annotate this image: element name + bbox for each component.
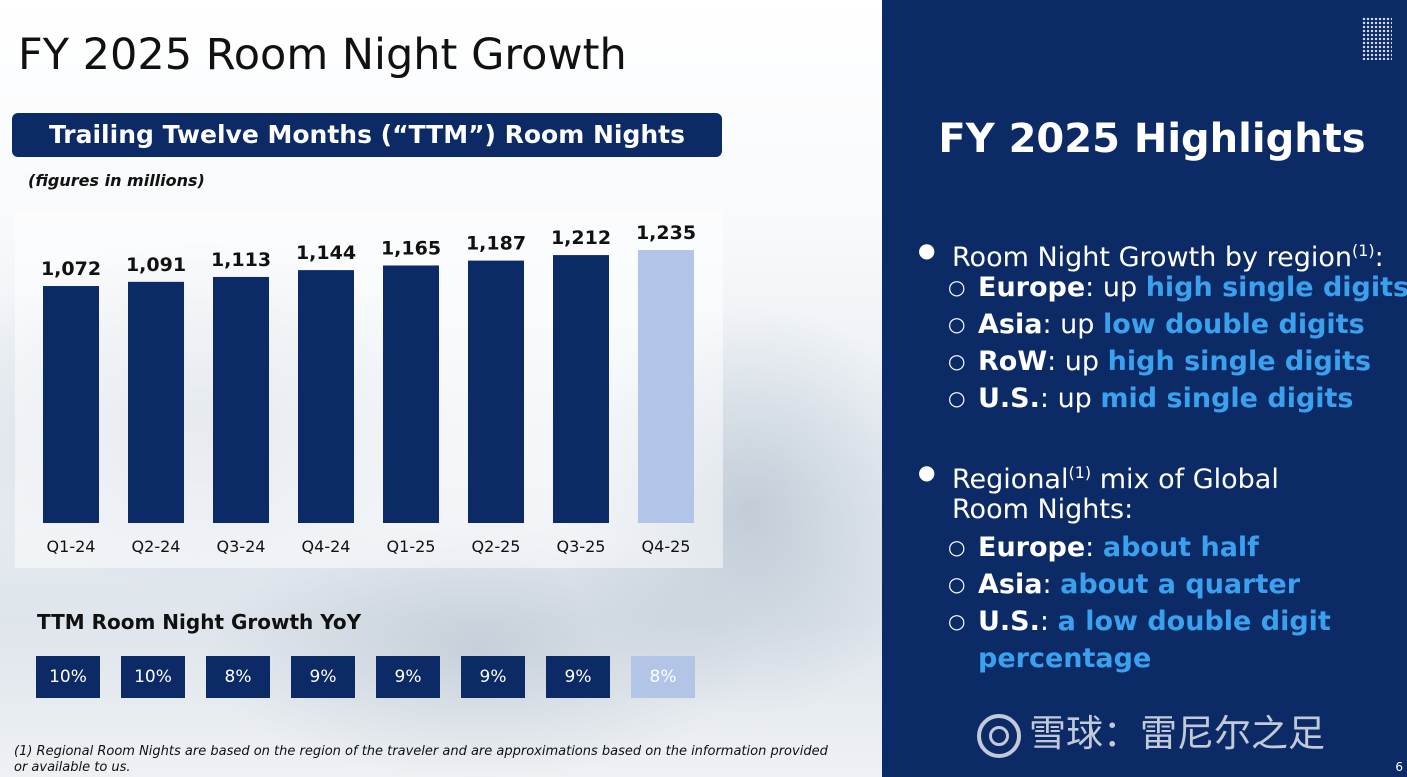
region-value: low double digits — [1102, 309, 1365, 340]
item-separator: : up — [1085, 272, 1146, 303]
sub-bullet-icon: ○ — [948, 349, 966, 373]
x-tick-label: Q3-24 — [217, 537, 266, 556]
sub-bullet-icon: ○ — [948, 275, 966, 299]
x-tick-label: Q4-24 — [302, 537, 351, 556]
bar-value-label: 1,165 — [381, 237, 441, 259]
left-panel: FY 2025 Room Night Growth Trailing Twelv… — [0, 0, 882, 777]
x-tick-label: Q4-25 — [642, 537, 691, 556]
highlights-panel: FY 2025 Highlights ● Room Night Growth b… — [882, 0, 1407, 777]
yoy-growth-box: 8% — [631, 656, 695, 698]
region-name: Europe — [978, 272, 1086, 303]
region-name: Asia — [978, 569, 1043, 600]
yoy-growth-box: 9% — [546, 656, 610, 698]
bar-value-label: 1,113 — [211, 249, 271, 271]
region-value: about half — [1102, 532, 1259, 563]
bar-value-label: 1,187 — [466, 233, 526, 255]
highlights-title: FY 2025 Highlights — [938, 116, 1366, 162]
item-separator: : — [1042, 569, 1061, 600]
ttm-room-nights-bar-chart: 1,072 Q1-24 1,091 Q2-24 1,113 Q3-24 1,144 Q4-24… — [41, 222, 696, 556]
item-separator: : up — [1039, 383, 1101, 414]
bullet-icon: ● — [918, 238, 936, 262]
bar-q3-24 — [213, 276, 269, 523]
x-tick-label: Q1-25 — [387, 537, 436, 556]
bar-value-label: 1,144 — [296, 242, 356, 264]
region-name: Asia — [978, 309, 1043, 340]
dot-grid-icon — [1362, 17, 1392, 60]
page-number: 6 — [1395, 760, 1403, 774]
sub-bullet-icon: ○ — [948, 312, 966, 336]
sub-bullet-icon: ○ — [948, 572, 966, 596]
yoy-growth-box: 9% — [461, 656, 525, 698]
item-separator: : — [1085, 532, 1103, 563]
footnote-ref: (1) — [1068, 463, 1092, 482]
yoy-growth-box: 9% — [376, 656, 440, 698]
bar-q4-24 — [298, 270, 354, 523]
x-tick-label: Q2-25 — [472, 537, 521, 556]
bullet-icon: ● — [918, 460, 936, 484]
snowball-logo-icon — [977, 713, 1021, 758]
region-value: high single digits — [1107, 346, 1372, 377]
region-name: U.S. — [978, 606, 1040, 637]
yoy-growth-title: TTM Room Night Growth YoY — [37, 610, 362, 634]
yoy-growth-box: 8% — [206, 656, 270, 698]
bar-q1-25 — [383, 265, 439, 523]
bar-q2-24 — [128, 281, 184, 523]
region-value: high single digits — [1145, 272, 1407, 303]
sub-bullet-icon: ○ — [948, 535, 966, 559]
region-name: RoW — [978, 346, 1048, 377]
x-tick-label: Q2-24 — [132, 537, 181, 556]
chart-title-banner: Trailing Twelve Months (“TTM”) Room Nigh… — [12, 113, 722, 157]
bar-q4-25 — [638, 250, 694, 523]
bullet-text: Regional — [952, 464, 1069, 495]
region-value: a low double digit — [1057, 606, 1331, 637]
chart-units-note: (figures in millions) — [28, 171, 205, 190]
region-name: U.S. — [978, 383, 1040, 414]
item-separator: : up — [1042, 309, 1103, 340]
sub-bullet-icon: ○ — [948, 609, 966, 633]
yoy-growth-box: 10% — [121, 656, 185, 698]
region-value: mid single digits — [1100, 383, 1354, 414]
bar-q2-25 — [468, 260, 524, 523]
yoy-growth-box: 10% — [36, 656, 100, 698]
bullet-text: Room Night Growth by region — [952, 242, 1352, 273]
sub-bullet-icon: ○ — [948, 386, 966, 410]
yoy-growth-box: 9% — [291, 656, 355, 698]
bar-value-label: 1,212 — [551, 227, 611, 249]
footnote: (1) Regional Room Nights are based on th… — [14, 744, 828, 775]
bar-value-label: 1,235 — [636, 222, 696, 244]
region-value: about a quarter — [1060, 569, 1301, 600]
region-name: Europe — [978, 532, 1086, 563]
item-separator: : up — [1047, 346, 1108, 377]
watermark: 雪球：雷尼尔之足 — [977, 703, 1325, 758]
bar-value-label: 1,072 — [41, 258, 101, 280]
item-separator: : — [1039, 606, 1058, 637]
bar-q1-24 — [43, 286, 99, 523]
page-title: FY 2025 Room Night Growth — [18, 30, 627, 80]
footnote-ref: (1) — [1352, 241, 1375, 260]
x-tick-label: Q3-25 — [557, 537, 606, 556]
x-tick-label: Q1-24 — [47, 537, 96, 556]
bar-value-label: 1,091 — [126, 254, 186, 276]
bar-q3-25 — [553, 255, 609, 523]
